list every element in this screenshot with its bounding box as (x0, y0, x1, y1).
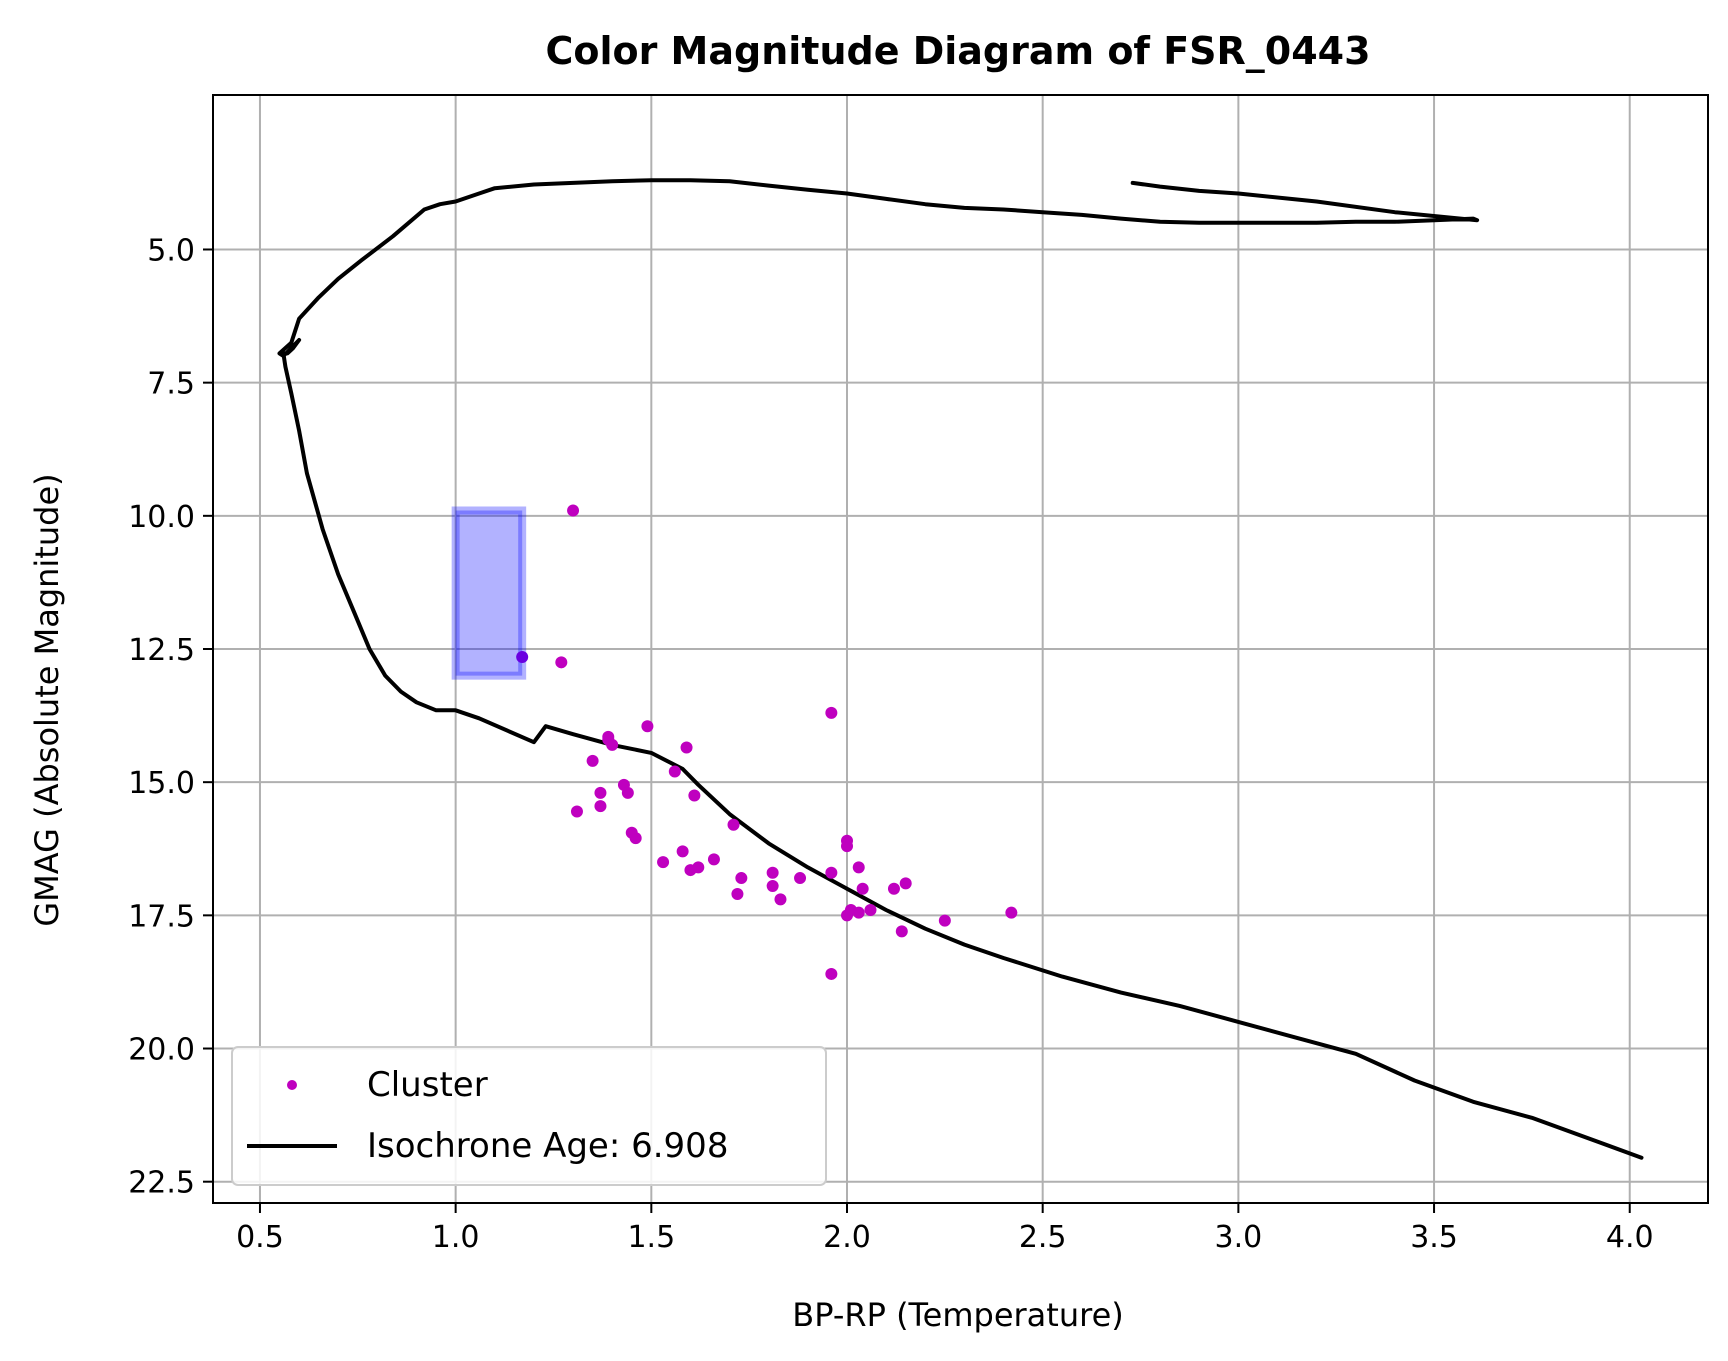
x-axis-label: BP-RP (Temperature) (792, 1296, 1123, 1334)
cluster-point (887, 882, 900, 895)
cluster-point (1005, 906, 1018, 919)
legend: Cluster Isochrone Age: 6.908 (231, 1046, 827, 1186)
cluster-point (766, 880, 779, 893)
x-tick-label: 2.5 (1019, 1220, 1067, 1255)
x-tick-label: 1.5 (627, 1220, 675, 1255)
y-tick-label: 20.0 (128, 1033, 195, 1068)
cluster-point (606, 738, 619, 751)
legend-cluster-label: Cluster (367, 1065, 488, 1105)
cluster-point (899, 877, 912, 890)
cluster-point (555, 656, 568, 669)
cluster-point (825, 706, 838, 719)
cluster-point (774, 893, 787, 906)
x-tick-label: 3.0 (1215, 1220, 1263, 1255)
legend-box (231, 1046, 827, 1186)
cluster-point (641, 720, 654, 733)
x-tick-label: 1.0 (432, 1220, 480, 1255)
cluster-point (852, 861, 865, 874)
cluster-point (684, 864, 697, 877)
y-tick-label: 7.5 (147, 367, 195, 402)
cluster-point (594, 800, 607, 813)
grid-lines (213, 95, 1708, 1203)
y-tick-label: 15.0 (128, 766, 195, 801)
cluster-point (852, 906, 865, 919)
cluster-point (856, 882, 869, 895)
cluster-point (825, 866, 838, 879)
cluster-points (516, 504, 1018, 980)
cluster-point (688, 789, 701, 802)
cluster-point (731, 888, 744, 901)
cluster-point (766, 866, 779, 879)
cluster-point (516, 650, 529, 663)
cluster-point (621, 786, 634, 799)
cluster-point (594, 786, 607, 799)
cluster-point (825, 967, 838, 980)
y-tick-label: 22.5 (128, 1166, 195, 1201)
y-tick-label: 12.5 (128, 633, 195, 668)
cluster-point (570, 805, 583, 818)
isochrone-line (277, 178, 1644, 1160)
cluster-point (841, 909, 854, 922)
cluster-point (794, 872, 807, 885)
y-tick-label: 17.5 (128, 899, 195, 934)
y-tick-label: 10.0 (128, 500, 195, 535)
y-tick-label: 5.0 (147, 233, 195, 268)
cluster-point (668, 765, 681, 778)
cluster-point (841, 840, 854, 853)
legend-isochrone-label: Isochrone Age: 6.908 (367, 1126, 728, 1166)
cluster-point (727, 818, 740, 831)
isochrone-group (277, 178, 1644, 1160)
x-tick-label: 3.5 (1410, 1220, 1458, 1255)
cluster-point (707, 853, 720, 866)
chart-title: Color Magnitude Diagram of FSR_0443 (545, 29, 1370, 73)
highlight-box-group (451, 506, 527, 680)
cluster-point (629, 832, 642, 845)
cluster-point (567, 504, 580, 517)
highlight-box (451, 506, 527, 680)
cluster-point (895, 925, 908, 938)
cluster-point (680, 741, 693, 754)
cluster-point (735, 872, 748, 885)
x-tick-label: 2.0 (823, 1220, 871, 1255)
x-tick-label: 0.5 (236, 1220, 284, 1255)
cluster-point (864, 904, 877, 917)
cluster-point (938, 914, 951, 927)
axis-ticks: 0.5 1.0 1.5 2.0 2.5 3.0 3.5 4.0 5.0 7.5 10.0 12.5 15… (128, 233, 1653, 1255)
cluster-point (676, 845, 689, 858)
cluster-point (586, 754, 599, 767)
legend-cluster-marker (287, 1080, 297, 1090)
x-tick-label: 4.0 (1606, 1220, 1654, 1255)
cluster-point (657, 856, 670, 869)
y-axis-label: GMAG (Absolute Magnitude) (28, 473, 66, 926)
